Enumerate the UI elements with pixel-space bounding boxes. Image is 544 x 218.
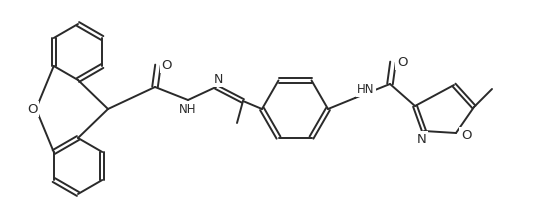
Text: HN: HN bbox=[357, 82, 374, 95]
Text: N: N bbox=[213, 73, 222, 85]
Text: NH: NH bbox=[180, 102, 197, 116]
Text: O: O bbox=[27, 102, 37, 116]
Text: N: N bbox=[417, 133, 427, 145]
Text: O: O bbox=[162, 58, 172, 72]
Text: O: O bbox=[461, 128, 471, 141]
Text: O: O bbox=[397, 56, 407, 68]
